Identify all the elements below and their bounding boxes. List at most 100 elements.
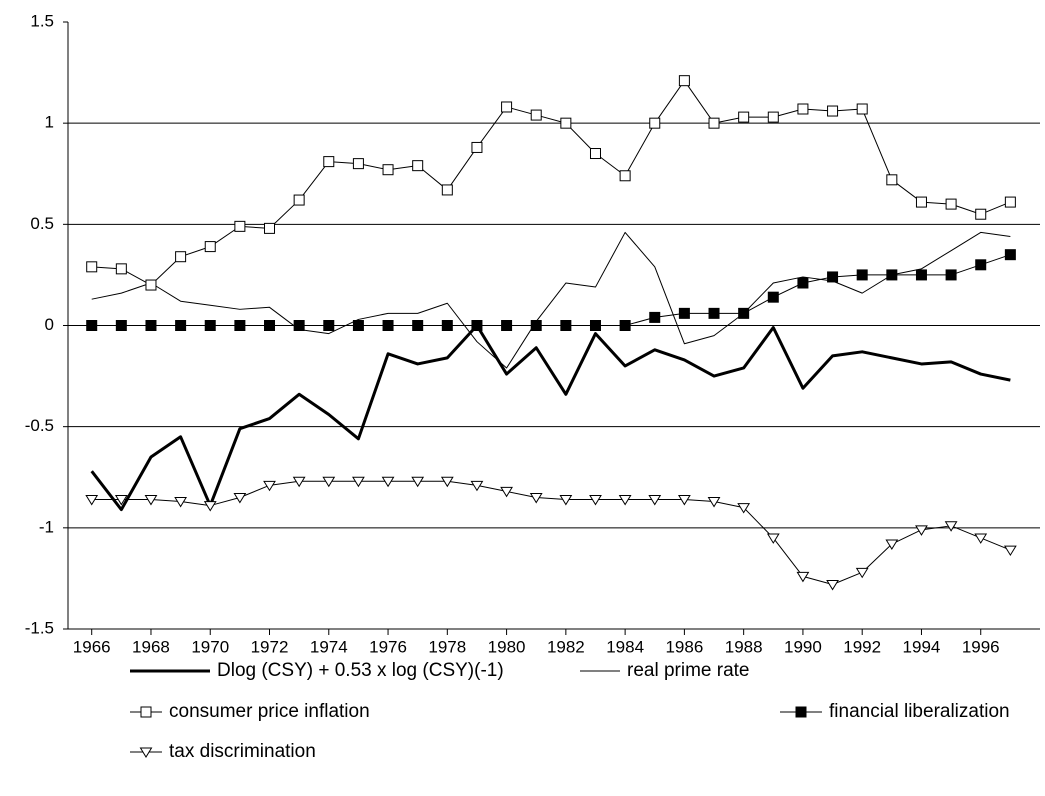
marker [915, 196, 927, 208]
marker [708, 307, 720, 319]
marker [292, 476, 306, 488]
marker [856, 269, 868, 281]
marker [795, 706, 807, 718]
marker [139, 747, 153, 758]
marker [767, 111, 779, 123]
marker [174, 497, 188, 508]
marker [145, 320, 157, 331]
marker [293, 194, 305, 206]
marker [86, 261, 98, 273]
x-tick-label: 1982 [547, 637, 585, 656]
marker [796, 571, 810, 583]
marker [412, 320, 424, 331]
marker [471, 141, 483, 153]
marker [618, 495, 632, 506]
marker [501, 320, 513, 331]
marker [441, 320, 453, 331]
marker [738, 111, 750, 123]
marker [263, 480, 276, 492]
y-tick-label: -1.5 [25, 618, 54, 637]
x-tick-label: 1990 [784, 637, 822, 656]
marker [945, 269, 957, 281]
marker [619, 170, 631, 182]
marker [500, 486, 513, 498]
marker [827, 105, 839, 117]
x-tick-label: 1980 [488, 637, 526, 656]
marker [797, 103, 809, 115]
marker [352, 476, 365, 488]
series-line [91, 480, 1011, 585]
marker [530, 320, 542, 331]
legend: Dlog (CSY) + 0.53 x log (CSY)(-1) real pr… [130, 660, 1010, 762]
marker [411, 476, 425, 488]
marker [677, 495, 691, 506]
marker [264, 222, 276, 234]
marker [1004, 196, 1016, 208]
marker [204, 320, 216, 331]
marker [1003, 545, 1017, 557]
marker [234, 320, 246, 331]
marker [145, 279, 157, 291]
x-tick-label: 1978 [428, 637, 466, 656]
legend-label: Dlog (CSY) + 0.53 x log (CSY)(-1) [217, 660, 504, 681]
marker [827, 271, 839, 283]
marker [766, 533, 780, 544]
y-tick-label: -1 [39, 517, 54, 536]
marker [975, 208, 987, 220]
marker [471, 320, 483, 331]
marker [352, 158, 364, 170]
marker [915, 269, 927, 281]
marker [293, 320, 305, 331]
marker [560, 320, 572, 331]
legend-label: real prime rate [627, 660, 750, 681]
legend-label: tax discrimination [169, 741, 316, 762]
marker [440, 476, 454, 488]
marker [560, 117, 572, 129]
x-tick-label: 1994 [903, 637, 941, 656]
marker [501, 101, 513, 113]
marker [797, 277, 809, 289]
marker [619, 320, 631, 331]
marker [886, 269, 898, 281]
marker [322, 476, 336, 488]
x-tick-label: 1970 [191, 637, 229, 656]
marker [381, 476, 395, 488]
x-tick-label: 1986 [665, 637, 703, 656]
x-tick-label: 1968 [132, 637, 170, 656]
marker [86, 320, 98, 331]
marker [175, 320, 187, 331]
marker [738, 307, 750, 319]
marker [204, 241, 216, 253]
series-line [90, 324, 1011, 512]
marker [648, 495, 662, 506]
marker [175, 251, 187, 263]
marker [234, 220, 246, 232]
marker [886, 174, 898, 186]
marker [529, 492, 543, 504]
marker [264, 320, 276, 331]
marker [589, 495, 602, 506]
marker [945, 198, 957, 210]
series-line [91, 231, 1011, 369]
marker [856, 103, 868, 115]
y-tick-label: 0 [45, 315, 54, 334]
marker [589, 320, 601, 331]
marker [203, 501, 217, 512]
x-tick-label: 1984 [606, 637, 644, 656]
marker [649, 117, 661, 129]
marker [737, 503, 751, 514]
marker [115, 263, 127, 275]
marker [559, 495, 573, 506]
y-tick-label: -0.5 [25, 416, 54, 435]
y-tick-label: 0.5 [30, 214, 54, 233]
marker [767, 291, 779, 303]
marker [352, 320, 364, 331]
marker [323, 156, 335, 168]
y-tick-label: 1.5 [30, 11, 54, 30]
x-tick-label: 1966 [73, 637, 111, 656]
x-tick-label: 1972 [251, 637, 289, 656]
marker [114, 495, 128, 506]
legend-label: financial liberalization [829, 701, 1010, 722]
marker [144, 495, 158, 506]
